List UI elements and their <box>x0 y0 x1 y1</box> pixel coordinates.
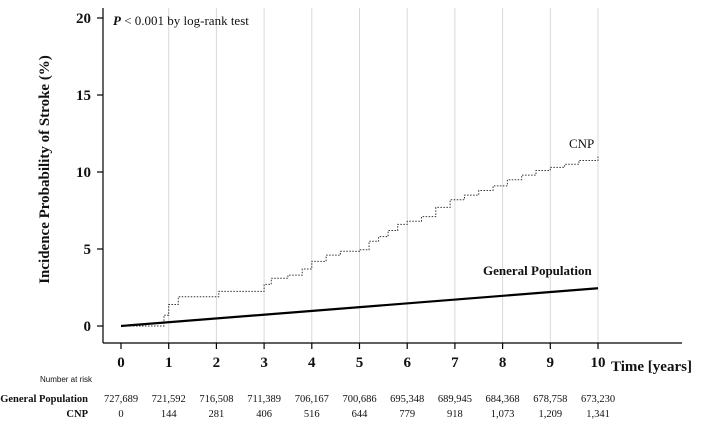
risk-value-0-2: 716,508 <box>199 394 233 405</box>
x-tick-label-10: 10 <box>591 355 606 371</box>
x-tick-label-3: 3 <box>260 355 268 371</box>
p-italic: P <box>113 13 122 28</box>
risk-value-1-10: 1,341 <box>586 409 610 420</box>
risk-value-1-5: 644 <box>352 409 369 420</box>
risk-value-1-8: 1,073 <box>491 409 515 420</box>
risk-value-1-1: 144 <box>161 409 178 420</box>
risk-value-0-0: 727,689 <box>104 394 138 405</box>
x-axis-title: Time [years] <box>611 359 692 375</box>
y-tick-label-10: 10 <box>76 165 91 181</box>
risk-value-1-0: 0 <box>118 409 123 420</box>
series-lines <box>120 156 599 328</box>
x-tick-label-4: 4 <box>308 355 316 371</box>
risk-value-0-9: 678,758 <box>533 394 567 405</box>
risk-value-0-6: 695,348 <box>390 394 424 405</box>
x-tick-label-1: 1 <box>165 355 173 371</box>
y-tick-label-0: 0 <box>84 319 92 335</box>
risk-value-0-5: 700,686 <box>342 394 376 405</box>
risk-value-1-9: 1,209 <box>538 409 562 420</box>
risk-value-1-3: 406 <box>256 409 272 420</box>
risk-row-label-0: General Population <box>0 394 88 405</box>
series-general-population-line <box>120 287 599 328</box>
p-text: < 0.001 by log-rank test <box>121 13 249 28</box>
x-tick-label-5: 5 <box>356 355 364 371</box>
risk-value-0-8: 684,368 <box>486 394 520 405</box>
y-axis-ticks: 0 5 10 15 20 <box>76 11 103 335</box>
log-rank-annotation: P < 0.001 by log-rank test <box>113 13 249 28</box>
risk-row-label-1: CNP <box>66 409 88 420</box>
risk-value-1-6: 779 <box>399 409 415 420</box>
general-population-series-label: General Population <box>483 263 592 278</box>
risk-value-1-2: 281 <box>209 409 225 420</box>
x-tick-label-2: 2 <box>213 355 221 371</box>
risk-value-0-10: 673,230 <box>581 394 615 405</box>
risk-value-1-7: 918 <box>447 409 463 420</box>
risk-value-0-3: 711,389 <box>247 394 281 405</box>
y-tick-label-20: 20 <box>76 11 91 27</box>
x-axis-ticks: 0 1 2 3 4 5 6 7 8 9 10 <box>117 343 606 371</box>
y-axis-title: Incidence Probability of Stroke (%) <box>37 55 53 284</box>
vertical-gridlines <box>168 8 599 343</box>
y-tick-label-5: 5 <box>84 242 92 258</box>
x-tick-label-8: 8 <box>499 355 507 371</box>
number-at-risk-table: General Population 727,689 721,592 716,508 7… <box>0 394 615 420</box>
y-tick-label-15: 15 <box>76 88 91 104</box>
x-tick-label-0: 0 <box>117 355 125 371</box>
risk-value-0-1: 721,592 <box>152 394 186 405</box>
risk-value-1-4: 516 <box>304 409 320 420</box>
risk-value-0-7: 689,945 <box>438 394 472 405</box>
number-at-risk-title: Number at risk <box>40 375 93 384</box>
risk-value-0-4: 706,167 <box>295 394 329 405</box>
x-tick-label-6: 6 <box>403 355 411 371</box>
x-tick-label-9: 9 <box>547 355 555 371</box>
x-tick-label-7: 7 <box>451 355 459 371</box>
cnp-series-label: CNP <box>569 136 594 151</box>
series-cnp-line <box>121 156 599 327</box>
